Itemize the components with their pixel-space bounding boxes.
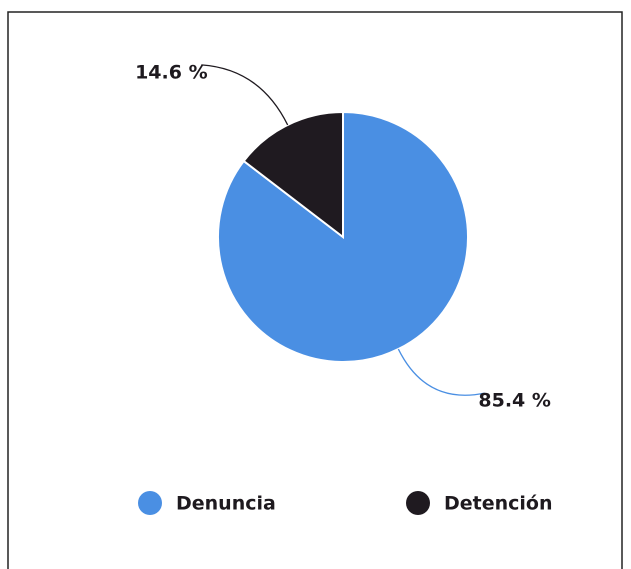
leader-line <box>397 348 485 396</box>
legend-label: Detención <box>444 493 553 515</box>
data-label: 14.6 % <box>135 61 208 83</box>
frame <box>7 11 623 569</box>
leader-line <box>201 64 289 126</box>
legend-marker <box>138 491 162 515</box>
data-label: 85.4 % <box>478 390 551 412</box>
legend-label: Denuncia <box>176 493 276 515</box>
pie-slice <box>242 110 344 240</box>
legend-marker <box>406 491 430 515</box>
